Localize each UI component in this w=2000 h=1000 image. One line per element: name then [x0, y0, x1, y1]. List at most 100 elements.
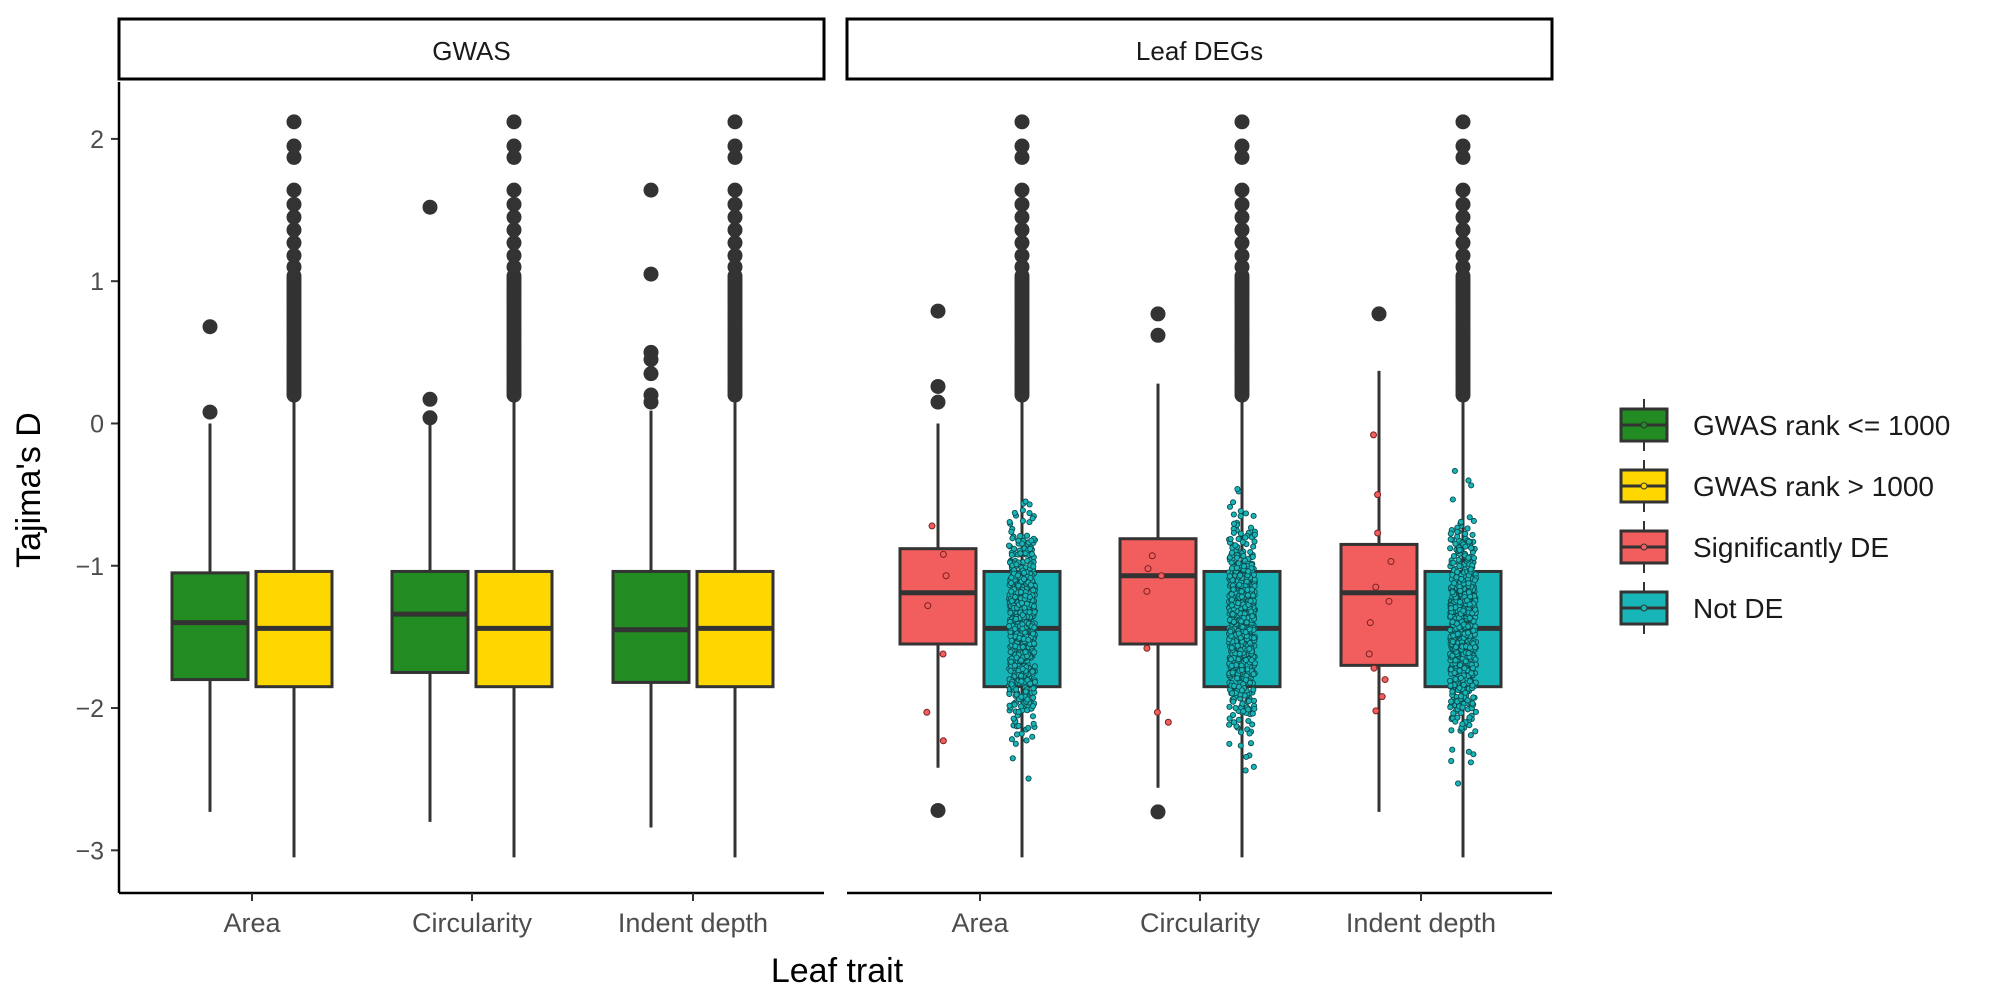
jitter-point [1470, 694, 1477, 701]
jitter-point [1447, 530, 1454, 537]
jitter-point [1457, 518, 1465, 525]
jitter-point [1466, 615, 1473, 622]
box-group [695, 114, 775, 858]
outlier-point [727, 259, 743, 275]
jitter-point [1228, 596, 1235, 603]
jitter-point [1250, 543, 1257, 550]
legend-label: GWAS rank <= 1000 [1693, 410, 1950, 441]
jitter-point [1461, 665, 1468, 672]
box [390, 569, 470, 674]
jitter-point [1019, 643, 1026, 651]
jitter-point [1021, 569, 1028, 576]
legend-item: Significantly DE [1619, 521, 1889, 573]
jitter-point [942, 572, 950, 580]
jitter-point [1245, 717, 1252, 725]
jitter-point [1017, 533, 1024, 540]
jitter-point [939, 550, 947, 558]
jitter-point [1449, 496, 1456, 503]
jitter-point [1030, 685, 1037, 692]
jitter-point [1467, 566, 1474, 573]
jitter-point [1233, 564, 1240, 571]
jitter-point [1449, 638, 1456, 645]
outlier-point [727, 222, 743, 238]
jitter-point [1236, 650, 1243, 657]
outlier-point [1455, 222, 1471, 238]
jitter-point [1466, 678, 1473, 685]
jitter-point [1238, 588, 1245, 595]
outlier-point [930, 303, 946, 319]
jitter-point [1464, 597, 1471, 604]
jitter-point [1026, 501, 1033, 508]
jitter-point [1242, 676, 1249, 683]
outlier-point [286, 209, 302, 225]
jitter-point [1230, 586, 1237, 593]
outlier-point [506, 248, 522, 264]
jitter-point [1007, 658, 1015, 665]
box-group [254, 114, 334, 858]
jitter-point [1446, 677, 1454, 684]
box [611, 569, 691, 684]
outlier-point [506, 235, 522, 251]
jitter-point [1250, 686, 1257, 693]
jitter-point [1227, 535, 1234, 543]
jitter-point [1464, 629, 1472, 636]
jitter-point [1458, 709, 1465, 717]
jitter-point [1381, 676, 1389, 684]
box-group [1423, 114, 1503, 858]
jitter-point [1229, 669, 1236, 676]
jitter-point [1449, 652, 1456, 659]
jitter-point [1238, 618, 1245, 625]
outlier-point [1014, 114, 1030, 130]
jitter-point [1013, 686, 1020, 693]
y-tick-label: −3 [75, 837, 104, 865]
outlier-point [727, 248, 743, 264]
outlier-point [1234, 248, 1250, 264]
outlier-point [1234, 209, 1250, 225]
jitter-point [1235, 535, 1242, 543]
jitter-point [1249, 613, 1256, 620]
jitter-point [1250, 671, 1257, 678]
legend-key-point [1640, 421, 1648, 429]
jitter-point [1451, 580, 1458, 587]
outlier-point [727, 182, 743, 198]
jitter-point [1247, 679, 1254, 686]
jitter-point [1030, 603, 1038, 610]
box-group [611, 182, 691, 828]
jitter-point [1251, 531, 1258, 538]
jitter-point [1237, 742, 1244, 749]
legend-item: GWAS rank > 1000 [1619, 460, 1934, 512]
jitter-point [1009, 535, 1016, 542]
jitter-point [1025, 724, 1032, 731]
jitter-point [1013, 561, 1020, 568]
jitter-point [1448, 605, 1455, 612]
jitter-point [1242, 534, 1249, 541]
jitter-point [1030, 563, 1037, 570]
jitter-point [1465, 538, 1473, 545]
jitter-point [1468, 670, 1475, 677]
jitter-point [1245, 568, 1252, 575]
jitter-point [1230, 719, 1238, 726]
jitter-point [1450, 559, 1457, 566]
jitter-point [1450, 710, 1457, 717]
jitter-point [1370, 431, 1378, 439]
panels-layer: 2 1 0 −1 −2 −3 GWAS Area Circularity Indent depth… [75, 17, 1554, 938]
jitter-point [1465, 477, 1472, 484]
jitter-point [1457, 693, 1464, 700]
jitter-point [1030, 640, 1038, 647]
box [898, 547, 978, 646]
jitter-point [1228, 549, 1236, 556]
jitter-point [1447, 704, 1454, 711]
jitter-point [1245, 698, 1252, 705]
jitter-point [1246, 626, 1253, 633]
x-tick-label: Circularity [412, 908, 533, 938]
jitter-point [1226, 721, 1233, 728]
outlier-point [286, 196, 302, 212]
jitter-point [1019, 517, 1026, 524]
jitter-point [1230, 499, 1237, 506]
jitter-point [1465, 580, 1472, 587]
x-tick-label: Area [223, 908, 281, 938]
jitter-point [1247, 524, 1255, 531]
jitter-point [1019, 507, 1026, 514]
jitter-point [1143, 644, 1151, 652]
